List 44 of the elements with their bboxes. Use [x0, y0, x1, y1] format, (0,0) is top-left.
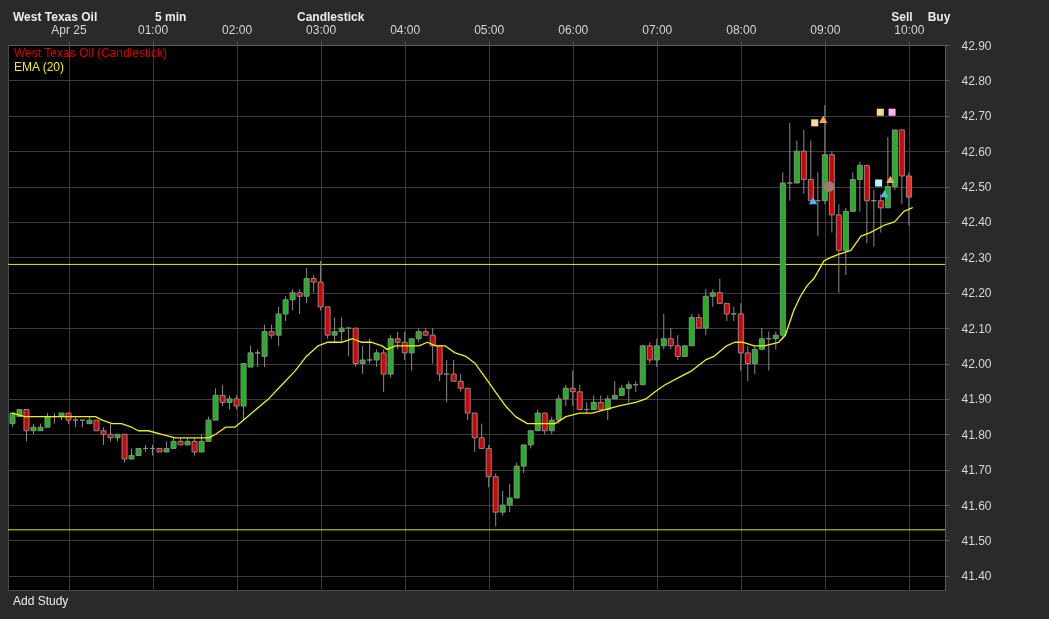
- y-tick-label: 42.30: [961, 250, 992, 265]
- y-tick-label: 42.50: [961, 180, 992, 195]
- y-tick-label: 42.20: [961, 286, 992, 301]
- text: Buy: [927, 10, 951, 24]
- x-tick-label: 06:00: [558, 22, 589, 37]
- y-tick-label: 41.90: [961, 392, 992, 407]
- x-tick-label: Apr 25: [51, 22, 88, 37]
- text: Sell: [891, 10, 913, 24]
- point: [888, 108, 896, 116]
- y-tick-label: 41.70: [961, 463, 992, 478]
- x-tick-label: 09:00: [810, 22, 841, 37]
- text: West Texas Oil (Candlestick): [14, 46, 167, 60]
- y-tick-label: 42.40: [961, 215, 992, 230]
- x-tick-label: 10:00: [894, 22, 925, 37]
- point: [886, 175, 895, 184]
- point: [823, 181, 835, 192]
- y-tick-label: 41.50: [961, 533, 992, 548]
- x-tick-label: 08:00: [726, 22, 757, 37]
- text: EMA (20): [14, 60, 65, 74]
- y-tick-label: 42.80: [961, 73, 992, 88]
- text: 5 min: [155, 10, 187, 24]
- point: [880, 190, 889, 198]
- point: [811, 119, 819, 127]
- text: Candlestick: [297, 10, 365, 24]
- x-tick-label: 03:00: [306, 22, 337, 37]
- point: [876, 108, 884, 116]
- x-tick-label: 07:00: [642, 22, 673, 37]
- y-tick-label: 42.70: [961, 109, 992, 124]
- text: Add Study: [13, 594, 69, 608]
- y-tick-label: 42.00: [961, 357, 992, 372]
- y-tick-label: 42.60: [961, 144, 992, 159]
- x-tick-label: 02:00: [222, 22, 253, 37]
- y-tick-label: 41.60: [961, 498, 992, 513]
- y-tick-label: 41.80: [961, 427, 992, 442]
- y-tick-label: 42.90: [961, 38, 992, 53]
- point: [875, 179, 883, 187]
- point: [818, 115, 828, 123]
- x-tick-label: 05:00: [474, 22, 505, 37]
- y-tick-label: 41.40: [961, 569, 992, 584]
- x-tick-label: 04:00: [390, 22, 421, 37]
- y-tick-label: 42.10: [961, 321, 992, 336]
- x-tick-label: 01:00: [138, 22, 169, 37]
- point: [808, 197, 818, 205]
- text: West Texas Oil: [13, 10, 98, 24]
